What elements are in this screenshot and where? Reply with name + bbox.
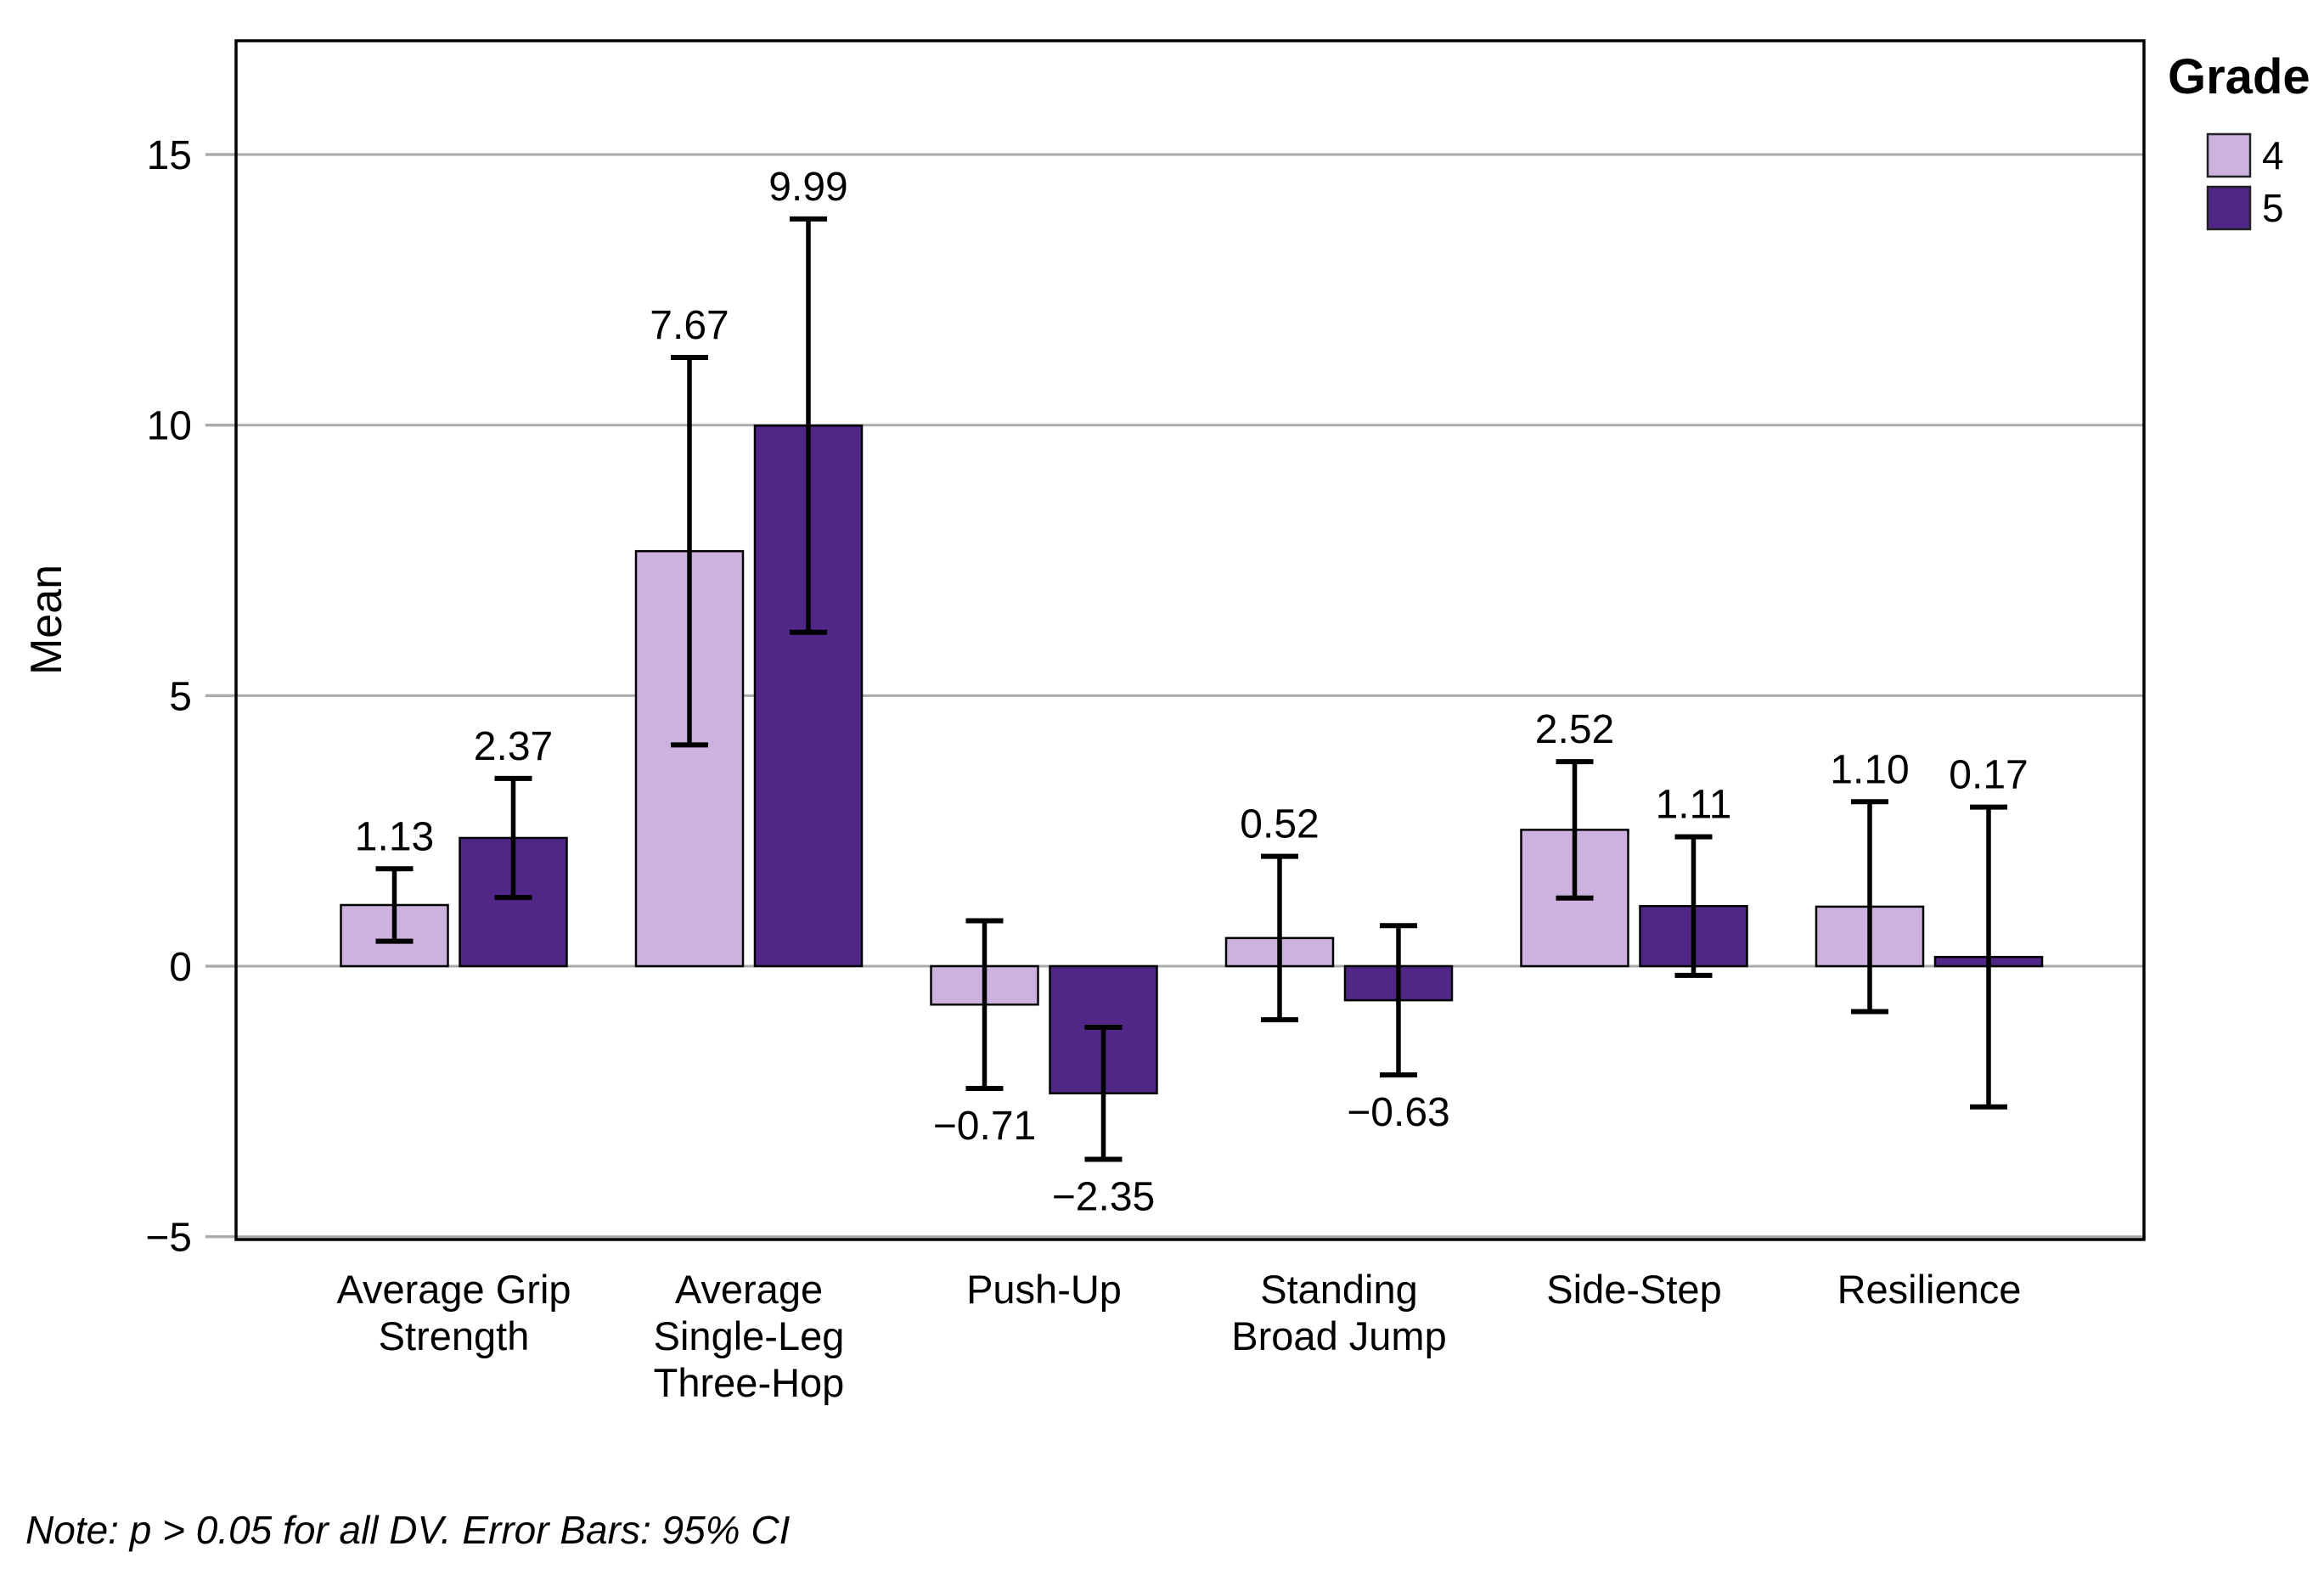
chart-note: Note: p > 0.05 for all DV. Error Bars: 9… [25, 1508, 791, 1552]
y-tick-label: 5 [169, 674, 192, 719]
x-category-label: Side-Step [1546, 1267, 1721, 1312]
y-tick-labels-layer: 15 10 5 0 −5 [145, 133, 192, 1261]
x-category-label: Push-Up [966, 1267, 1122, 1312]
x-category-labels-layer: Average Grip Strength Average Single-Leg Thr… [336, 1267, 2021, 1405]
y-tick-label: −5 [145, 1216, 192, 1261]
x-category-label: Resilience [1837, 1267, 2022, 1312]
plot-frame [234, 39, 2146, 1241]
value-label: 0.17 [1949, 753, 2028, 798]
value-label: −2.35 [1052, 1175, 1155, 1220]
y-tick-label: 15 [147, 133, 192, 178]
value-label: 1.10 [1830, 747, 1909, 792]
error-bars-layer [375, 216, 2007, 1162]
value-label: 2.52 [1535, 707, 1614, 752]
legend-swatch-grade5 [2206, 185, 2252, 231]
x-category-label: Average Single-Leg Three-Hop [654, 1267, 845, 1405]
y-tick-label: 0 [169, 945, 192, 990]
legend: Grade 4 5 [2168, 49, 2310, 231]
value-label: 1.11 [1656, 783, 1732, 828]
legend-label-grade5: 5 [2262, 186, 2284, 230]
legend-title: Grade [2168, 49, 2310, 104]
value-label: 0.52 [1240, 802, 1319, 847]
y-tick-label: 10 [147, 404, 192, 449]
legend-swatch-grade4 [2206, 132, 2252, 178]
value-label: 2.37 [474, 724, 553, 769]
x-category-label: Average Grip Strength [336, 1267, 571, 1358]
value-label: −0.63 [1347, 1090, 1449, 1135]
legend-label-grade4: 4 [2262, 133, 2284, 177]
value-labels-layer: 1.13 7.67 −0.71 0.52 2.52 1.10 2.37 9.99 −2.35 −0… [355, 165, 2029, 1220]
value-label: 1.13 [355, 814, 434, 859]
value-label: −0.71 [933, 1104, 1036, 1149]
value-label: 9.99 [768, 165, 847, 210]
y-axis-title: Mean [22, 565, 71, 675]
bars-layer [340, 425, 2044, 1095]
x-category-label: Standing Broad Jump [1231, 1267, 1446, 1358]
gridlines-layer [205, 153, 2144, 1239]
value-label: 7.67 [650, 303, 729, 348]
